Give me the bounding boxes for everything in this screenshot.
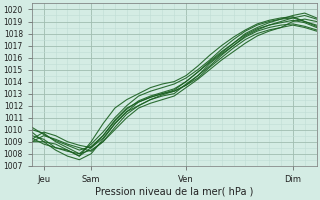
X-axis label: Pression niveau de la mer( hPa ): Pression niveau de la mer( hPa ) [95,187,253,197]
